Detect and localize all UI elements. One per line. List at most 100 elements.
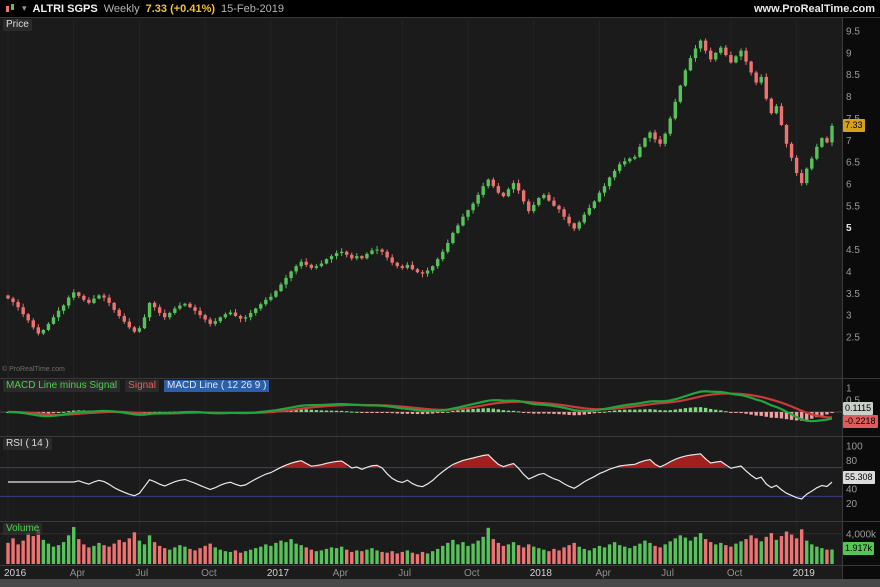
candle-body: [46, 323, 51, 330]
candle-body: [142, 317, 147, 329]
candle-body: [612, 170, 617, 178]
candle-body: [628, 158, 632, 162]
volume-bar: [425, 553, 430, 564]
macd-histogram-bar: [526, 412, 531, 414]
price-axis-label: 4.5: [846, 245, 860, 256]
macd-histogram-bar: [784, 412, 789, 420]
candle-body: [137, 328, 142, 332]
volume-bar: [375, 550, 379, 564]
candle-body: [759, 76, 763, 83]
candle-body: [157, 307, 162, 313]
macd-hist-value-box: 0.1115: [843, 402, 874, 415]
panel-separator[interactable]: [0, 378, 880, 379]
rsi-axis-label: 100: [846, 442, 863, 453]
macd-histogram-bar: [719, 410, 723, 412]
last-price-box: 7.33: [843, 119, 865, 132]
candle-body: [633, 156, 637, 159]
volume-bar: [572, 542, 576, 564]
price-panel-label[interactable]: Price: [3, 19, 32, 31]
volume-bar: [77, 539, 81, 564]
volume-bar: [137, 540, 142, 564]
macd-signal-label[interactable]: Signal: [125, 380, 159, 392]
time-axis-label: 2018: [530, 568, 553, 579]
symbol-name[interactable]: ALTRI SGPS: [32, 2, 98, 15]
volume-bar: [87, 547, 91, 564]
volume-bar: [238, 552, 243, 564]
volume-bar: [56, 545, 61, 564]
macd-line-label[interactable]: MACD Line ( 12 26 9 ): [163, 380, 270, 392]
chart-background[interactable]: [0, 17, 843, 579]
volume-bar: [360, 551, 364, 564]
volume-bar: [329, 547, 334, 564]
candle-body: [193, 307, 197, 311]
candle-body: [749, 61, 753, 73]
candle-body: [420, 272, 425, 274]
macd-histogram-bar: [698, 407, 703, 412]
candle-body: [360, 256, 364, 259]
candle-body: [127, 321, 132, 328]
volume-bar: [557, 550, 561, 564]
volume-bar: [284, 542, 288, 564]
horizontal-scrollbar[interactable]: [0, 579, 880, 587]
candle-body: [683, 70, 688, 86]
volume-panel-label[interactable]: Volume: [3, 523, 43, 535]
volume-bar: [259, 546, 263, 564]
volume-bar: [799, 529, 804, 564]
prorealtime-link[interactable]: www.ProRealTime.com: [753, 2, 875, 15]
candle-body: [476, 194, 480, 204]
volume-bar: [410, 552, 415, 564]
volume-bar: [784, 531, 789, 564]
macd-histogram-bar: [365, 412, 369, 413]
volume-bar: [152, 542, 157, 564]
candle-body: [168, 312, 172, 318]
candle-body: [643, 138, 647, 147]
macd-histogram-label[interactable]: MACD Line minus Signal: [3, 380, 121, 392]
volume-bar: [461, 542, 465, 564]
candle-body: [26, 314, 30, 321]
macd-histogram-bar: [592, 412, 597, 414]
volume-bar: [693, 536, 698, 564]
volume-bar: [491, 539, 496, 564]
candle-body: [587, 208, 592, 215]
candle-body: [511, 183, 516, 190]
macd-histogram-bar: [678, 408, 683, 412]
rsi-panel-label[interactable]: RSI ( 14 ): [3, 438, 52, 450]
volume-bar: [355, 550, 359, 564]
volume-bar: [233, 550, 238, 564]
volume-bar: [481, 536, 485, 564]
timeframe-label[interactable]: Weekly: [103, 2, 140, 15]
macd-histogram-bar: [405, 412, 410, 414]
candle-body: [430, 266, 435, 271]
candle-body: [309, 264, 314, 268]
volume-bar: [441, 545, 445, 564]
dropdown-caret-icon[interactable]: ▾: [22, 3, 27, 13]
volume-bar: [248, 549, 253, 564]
candle-body: [132, 327, 137, 332]
panel-separator[interactable]: [0, 436, 880, 437]
candle-body: [799, 173, 804, 184]
volume-bar: [769, 533, 774, 564]
volume-bar: [400, 551, 405, 564]
candlestick-chart-icon[interactable]: [5, 3, 16, 14]
volume-bar: [183, 546, 187, 564]
volume-bar: [36, 529, 41, 564]
candle-body: [11, 298, 15, 303]
panel-separator[interactable]: [0, 521, 880, 522]
volume-bar: [729, 546, 733, 564]
candle-body: [203, 315, 207, 320]
volume-bar: [638, 543, 642, 564]
candle-body: [456, 225, 460, 233]
macd-histogram-bar: [299, 409, 303, 412]
volume-bar: [597, 545, 602, 564]
price-axis-label: 4: [846, 267, 852, 278]
volume-bar: [46, 543, 51, 564]
candle-body: [213, 321, 217, 324]
candle-body: [183, 303, 187, 306]
volume-bar: [592, 548, 597, 564]
value-axis-column[interactable]: [843, 17, 880, 579]
volume-bar: [223, 551, 228, 564]
candle-body: [415, 269, 420, 273]
volume-bar: [764, 536, 768, 564]
candle-body: [117, 309, 121, 316]
